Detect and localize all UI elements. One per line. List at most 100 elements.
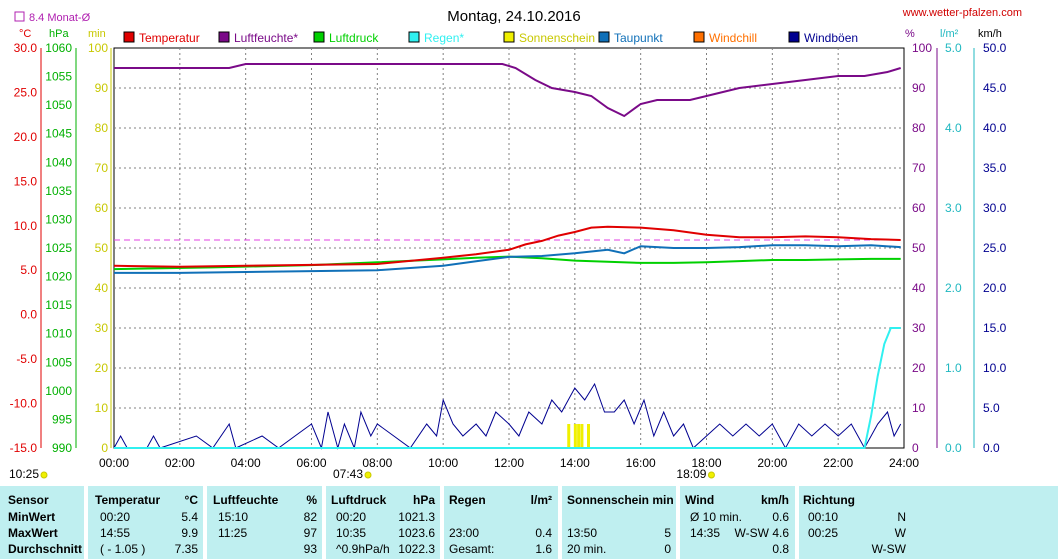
stats-header-luftfeuchte: Luftfeuchte [213,493,279,507]
stats-cell-temp-time: 14:55 [100,526,131,540]
stats-header-sensor: Sensor [8,493,49,507]
y-tick-label-humidity: 100 [912,41,932,55]
y-tick-label-humidity: 10 [912,401,926,415]
legend-swatch [693,31,705,43]
y-tick-label-pressure: 1030 [45,212,72,226]
x-tick-label: 04:00 [231,456,261,470]
stats-cell-wind-time: Ø 10 min. [690,510,743,524]
y-tick-label-sun: 80 [95,121,109,135]
stats-separator [558,486,562,559]
legend-label: Luftdruck [329,31,379,45]
stats-cell-temp-time: 00:20 [100,510,131,524]
series-line-regen [114,327,901,449]
stats-cell-sun-time: 13:50 [567,526,598,540]
y-tick-label-wind: 10.0 [983,361,1007,375]
stats-cell-press-time: ^0.9hPa/h [336,542,390,556]
chart-grid [113,47,905,449]
y-tick-label-pressure: 1060 [45,41,72,55]
sunshine-bar [573,424,577,448]
y-tick-label-sun: 90 [95,81,109,95]
y-tick-label-pressure: 1015 [45,298,72,312]
stats-header-sonnenschein: Sonnenschein min [567,493,674,507]
unit-hpa: hPa [49,28,69,40]
stats-header-richtung: Richtung [803,493,855,507]
day-marker-time: 07:43 [333,467,363,481]
x-tick-label: 06:00 [296,456,326,470]
y-tick-label-temp: 30.0 [14,41,38,55]
y-tick-label-pressure: 1020 [45,270,72,284]
series-line-temperatur [113,225,901,268]
stats-cell-hum-val: 82 [303,510,317,524]
x-tick-label: 00:00 [99,456,129,470]
chart-title: Montag, 24.10.2016 [447,8,580,25]
stats-cell-label: MinWert [8,510,56,524]
website-label[interactable]: www.wetter-pfalzen.com [902,7,1022,19]
stats-cell-sun-val: 5 [664,526,671,540]
stats-cell-label: Durchschnitt [8,542,83,556]
y-tick-label-temp: 10.0 [14,219,38,233]
sunshine-bar [567,424,571,448]
stats-header-temperatur-unit: °C [184,493,198,507]
y-tick-label-wind: 0.0 [983,441,1000,455]
y-tick-label-rain: 2.0 [945,281,962,295]
legend-label: Temperatur [139,31,200,45]
y-tick-label-humidity: 60 [912,201,926,215]
x-tick-label: 16:00 [626,456,656,470]
y-tick-label-humidity: 70 [912,161,926,175]
y-tick-label-humidity: 30 [912,321,926,335]
x-tick-label: 18:00 [691,456,721,470]
chart-axes: 00:00 02:00 04:00 06:00 08:00 10:00 12:00 14:00… [10,41,1007,470]
y-tick-label-wind: 15.0 [983,321,1007,335]
y-tick-label-sun: 60 [95,201,109,215]
legend-swatch [598,31,610,43]
stats-header-regen-unit: l/m² [530,493,552,507]
legend-swatch [408,31,420,43]
x-tick-label: 14:00 [560,456,590,470]
legend-swatch [503,31,515,43]
stats-cell-sun-time: 20 min. [567,542,607,556]
stats-separator [203,486,207,559]
stats-header-regen: Regen [449,493,486,507]
y-tick-label-sun: 70 [95,161,109,175]
stats-table: Sensor Temperatur °C Luftfeuchte % Luftd… [0,486,1058,559]
y-tick-label-temp: 0.0 [20,308,37,322]
y-tick-label-sun: 0 [101,441,108,455]
series-line-luftfeuchte [114,63,901,118]
avg-legend-box [14,11,25,22]
y-tick-label-pressure: 1010 [45,327,72,341]
y-tick-label-rain: 1.0 [945,361,962,375]
y-tick-label-wind: 40.0 [983,121,1007,135]
y-tick-label-temp: -10.0 [10,397,38,411]
stats-cell-rain-time: Gesamt: [449,542,495,556]
stats-cell-wind-val: 0.8 [772,542,789,556]
series-line-luftdruck [113,255,901,271]
y-tick-label-temp: 5.0 [20,263,37,277]
chart-legend: Temperatur Luftfeuchte* Luftdruck Regen* Son… [123,31,858,45]
y-tick-label-humidity: 90 [912,81,926,95]
unit-temp: °C [19,28,31,40]
unit-pct: % [905,28,915,40]
stats-cell-temp-val: 5.4 [181,510,198,524]
legend-label: Windböen [804,31,858,45]
y-tick-label-pressure: 995 [52,412,72,426]
y-tick-label-temp: 25.0 [14,85,38,99]
legend-label: Sonnenschein [519,31,595,45]
x-tick-label: 10:00 [428,456,458,470]
y-tick-label-pressure: 1035 [45,184,72,198]
x-tick-label: 22:00 [823,456,853,470]
y-tick-label-humidity: 0 [912,441,919,455]
y-tick-label-sun: 20 [95,361,109,375]
stats-cell-press-val: 1022.3 [398,542,435,556]
unit-kmh: km/h [978,28,1002,40]
stats-header-luftdruck-unit: hPa [412,493,435,507]
y-tick-label-wind: 25.0 [983,241,1007,255]
stats-separator [795,486,799,559]
stats-cell-press-val: 1023.6 [398,526,435,540]
y-tick-label-wind: 35.0 [983,161,1007,175]
sunshine-bar [580,424,584,448]
y-tick-label-sun: 100 [88,41,108,55]
stats-header-luftdruck: Luftdruck [331,493,387,507]
stats-separator [676,486,680,559]
stats-cell-sun-val: 0 [664,542,671,556]
legend-label: Luftfeuchte* [234,31,298,45]
